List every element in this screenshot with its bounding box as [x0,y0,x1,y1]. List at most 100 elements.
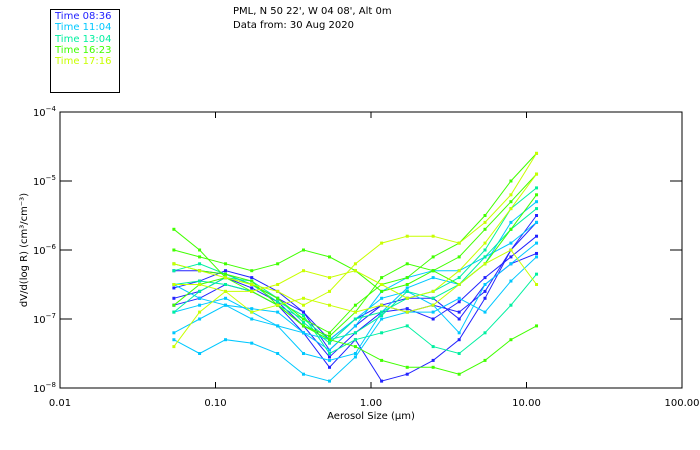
data-point [457,283,461,286]
data-point [405,283,409,286]
data-point [405,372,409,376]
y-tick-label: 10−5 [33,174,56,188]
data-point [431,358,435,362]
y-tick-label: 10−4 [33,105,57,119]
data-point [535,234,539,238]
data-point [328,303,332,307]
data-point [172,331,176,335]
data-point [457,269,461,273]
data-point [353,303,357,307]
data-point [509,193,513,197]
data-point [483,255,487,259]
data-point [328,348,332,352]
data-point [535,214,539,217]
data-point [250,307,254,311]
data-point [353,338,357,342]
data-point [328,365,332,369]
data-point [457,352,461,355]
data-point [328,341,332,345]
legend-entry: Time 17:16 [55,56,112,68]
data-point [198,262,202,266]
data-point [172,248,176,252]
data-point [328,379,332,383]
data-point [483,248,487,252]
x-tick-label: 1.00 [360,398,382,409]
data-point [276,300,280,304]
title-date: Data from: 30 Aug 2020 [233,20,354,31]
data-point [172,262,176,266]
data-point [535,172,539,176]
data-point [380,379,384,383]
data-point [172,296,176,300]
data-point [276,303,280,307]
data-point [198,248,202,252]
data-point [198,352,202,355]
axes-frame [59,111,683,389]
series-line [173,153,537,306]
legend-entry: Time 11:04 [55,22,112,34]
data-point [535,200,539,204]
data-point [250,286,254,290]
data-point [535,220,539,224]
data-point [457,300,461,304]
data-point [301,352,305,355]
data-point [224,272,228,276]
data-point [483,296,487,300]
data-point [457,310,461,314]
data-point [380,276,384,280]
data-point [353,317,357,321]
series-line [173,222,537,351]
data-point [301,269,305,273]
data-point [509,303,513,307]
data-point [172,269,176,273]
data-point [276,352,280,355]
data-point [405,286,409,290]
data-point [172,303,176,307]
data-point [353,262,357,266]
data-point [172,338,176,342]
data-point [431,310,435,314]
data-point [431,296,435,300]
data-point [405,234,409,238]
data-point [198,279,202,283]
data-point [198,283,202,286]
data-point [457,296,461,300]
data-point [483,241,487,245]
data-point [380,283,384,286]
data-point [301,314,305,318]
data-point [353,324,357,328]
series-line [173,201,537,361]
data-point [405,296,409,300]
data-point [457,241,461,245]
data-point [380,314,384,318]
data-point [276,296,280,300]
y-tick-label: 10−7 [33,312,56,326]
data-point [198,317,202,321]
data-point [250,289,254,293]
x-axis-label: Aerosol Size (µm) [327,411,415,422]
data-point [509,241,513,245]
data-point [250,283,254,286]
data-point [198,289,202,293]
data-point [535,207,539,211]
data-point [509,255,513,259]
data-point [380,296,384,300]
data-point [405,289,409,293]
data-point [457,317,461,321]
data-point [483,220,487,224]
data-point [224,269,228,273]
data-point [224,289,228,293]
data-point [380,331,384,335]
data-point [457,338,461,342]
data-point [457,372,461,376]
chart-legend: Time 08:36 Time 11:04 Time 13:04 Time 16:23… [50,9,120,93]
data-point [483,227,487,231]
data-point [380,317,384,321]
data-point [431,365,435,369]
data-point [431,303,435,307]
data-point [380,310,384,314]
data-point [276,324,280,328]
series-line [173,173,537,292]
data-point [224,283,228,286]
data-point [198,296,202,300]
